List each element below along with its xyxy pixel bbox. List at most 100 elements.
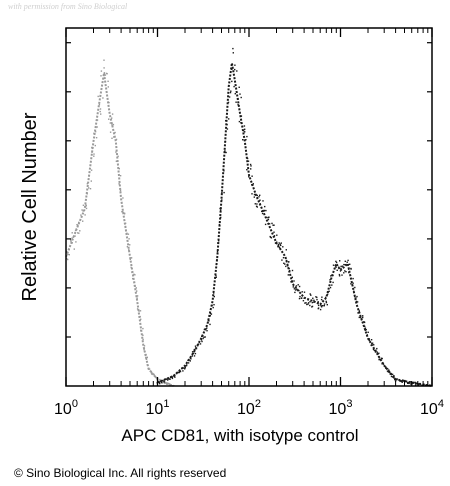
series-1-speck (334, 265, 337, 267)
series-1-speck (352, 277, 354, 280)
series-1-speck (195, 347, 198, 350)
series-1-speck (163, 379, 165, 381)
series-0-speck (67, 258, 69, 261)
series-1-speck (312, 297, 314, 299)
series-1-speck (242, 130, 245, 132)
series-1-speck (335, 266, 337, 268)
series-1-speck (262, 200, 264, 202)
series-1-speck (312, 301, 315, 303)
series-0-speck (148, 368, 151, 370)
series-1-speck (332, 281, 334, 284)
series-1-speck (204, 336, 206, 338)
series-1-speck (276, 241, 278, 243)
series-1-speck (191, 351, 194, 353)
series-0-speck (74, 235, 76, 237)
series-0-speck (105, 72, 108, 75)
x-tick-layer: 100 101 102 103 104 (54, 28, 444, 418)
series-1-speck (379, 359, 381, 361)
series-1-speck (187, 362, 190, 364)
series-0-speck (95, 137, 98, 139)
series-1-speck (265, 216, 267, 219)
series-0-speck (133, 273, 135, 275)
series-0-speck (170, 384, 172, 386)
series-1-speck (281, 259, 283, 261)
series-1-speck (232, 47, 234, 50)
series-0-speck (107, 80, 109, 82)
series-1-speck (344, 260, 346, 262)
series-1-speck (377, 353, 379, 355)
series-1-speck (254, 193, 256, 196)
series-1-speck (365, 329, 367, 331)
series-0-speck (98, 103, 101, 106)
series-0-speck (85, 204, 87, 206)
series-1-speck (171, 377, 174, 380)
series-1-speck (259, 194, 261, 196)
series-1-speck (282, 246, 284, 248)
series-1-speck (290, 281, 292, 283)
x-tick-label-3: 103 (329, 398, 353, 418)
series-1-speck (179, 370, 182, 373)
series-1-speck (206, 330, 208, 332)
series-1-speck (404, 380, 407, 383)
series-1-speck (376, 347, 378, 350)
series-1-speck (399, 380, 401, 382)
y-tick-layer (66, 42, 432, 338)
series-0-speck (127, 233, 130, 235)
series-1-speck (256, 194, 258, 197)
series-1-speck (345, 271, 347, 273)
series-1-speck (394, 380, 397, 382)
series-0-speck (135, 287, 137, 289)
series-1-speck (238, 120, 241, 123)
series-0-speck (107, 86, 109, 88)
series-0-speck (133, 281, 136, 283)
series-0-speck (103, 72, 106, 74)
series-1-speck (175, 372, 178, 375)
series-1-speck (192, 352, 195, 354)
series-1-speck (381, 357, 383, 360)
series-1-speck (287, 261, 290, 263)
series-0-speck (130, 257, 133, 259)
series-1-speck (291, 280, 293, 282)
series-0-speck (100, 75, 102, 77)
series-1-speck (363, 321, 366, 324)
series-1-speck (169, 376, 172, 378)
series-0-speck (134, 285, 136, 287)
series-1-speck (360, 319, 363, 321)
series-1-speck (331, 274, 333, 277)
series-0-speck (140, 329, 142, 331)
series-1-speck (393, 377, 395, 379)
series-1-speck (220, 209, 222, 211)
series-1-speck (287, 265, 289, 267)
series-0-speck (166, 382, 168, 384)
series-1-speck (254, 203, 256, 205)
series-1-speck (368, 339, 371, 341)
series-1-speck (387, 370, 389, 373)
series-1-speck (362, 315, 364, 317)
series-1-speck (225, 151, 227, 154)
series-1-speck (216, 251, 219, 253)
series-1-speck (400, 380, 402, 382)
series-1-speck (382, 362, 384, 364)
series-1-speck (368, 338, 370, 340)
series-1-speck (354, 296, 356, 298)
series-0-speck (90, 169, 93, 171)
series-0-isotype-control (65, 59, 175, 387)
series-1-speck (375, 349, 377, 351)
series-1-speck (202, 337, 204, 340)
copyright-notice: © Sino Biological Inc. All rights reserv… (14, 466, 227, 480)
series-1-speck (228, 118, 230, 120)
series-1-speck (301, 294, 303, 296)
series-0-speck (99, 110, 101, 113)
series-1-speck (280, 244, 282, 247)
series-0-outline (65, 73, 174, 387)
series-1-speck (331, 284, 333, 286)
series-0-speck (103, 59, 105, 61)
series-1-speck (203, 328, 206, 331)
series-0-speck (108, 118, 110, 120)
series-1-speck (294, 291, 296, 294)
series-1-speck (251, 184, 253, 186)
series-1-speck (249, 163, 252, 166)
series-0-speck (81, 216, 83, 218)
series-1-speck (273, 235, 276, 237)
series-1-speck (386, 368, 389, 370)
